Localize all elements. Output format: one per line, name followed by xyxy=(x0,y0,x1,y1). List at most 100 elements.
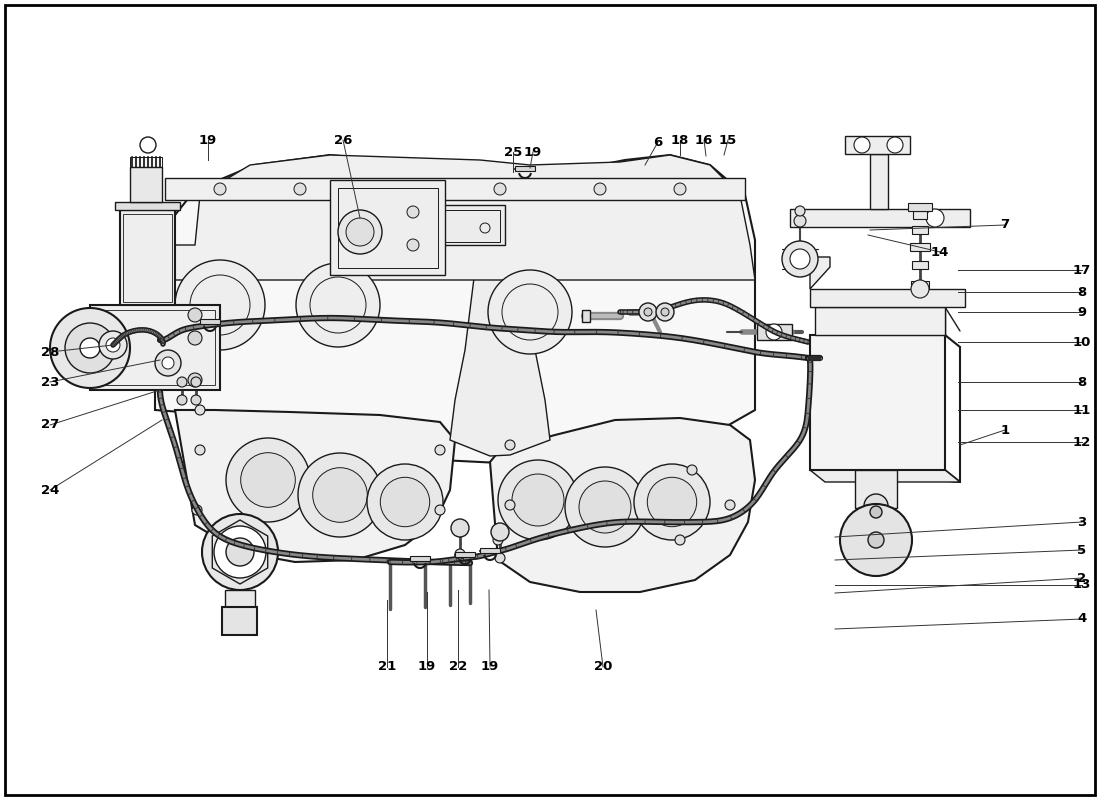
Circle shape xyxy=(346,218,374,246)
Text: 23: 23 xyxy=(41,375,59,389)
Bar xyxy=(120,210,175,305)
Circle shape xyxy=(162,357,174,369)
Bar xyxy=(810,289,965,307)
Bar xyxy=(338,188,438,268)
Circle shape xyxy=(50,308,130,388)
Text: 14: 14 xyxy=(931,246,949,258)
Circle shape xyxy=(794,215,806,227)
Text: 19: 19 xyxy=(199,134,217,146)
Bar xyxy=(911,281,930,289)
Bar xyxy=(815,307,945,335)
Text: 4: 4 xyxy=(1077,613,1087,626)
Bar xyxy=(165,178,745,200)
Circle shape xyxy=(887,137,903,153)
Circle shape xyxy=(870,506,882,518)
Bar xyxy=(757,324,792,340)
Text: 12: 12 xyxy=(1072,435,1091,449)
Bar xyxy=(913,211,927,219)
Circle shape xyxy=(312,468,367,522)
Circle shape xyxy=(451,519,469,537)
Circle shape xyxy=(226,438,310,522)
Circle shape xyxy=(634,464,710,540)
Circle shape xyxy=(188,308,202,322)
Polygon shape xyxy=(155,155,755,463)
Circle shape xyxy=(296,263,380,347)
Circle shape xyxy=(661,308,669,316)
Circle shape xyxy=(214,526,266,578)
Circle shape xyxy=(488,270,572,354)
Circle shape xyxy=(367,464,443,540)
Circle shape xyxy=(192,505,202,515)
Circle shape xyxy=(926,209,944,227)
Bar xyxy=(123,214,172,302)
Bar xyxy=(912,226,928,234)
Circle shape xyxy=(512,474,564,526)
Circle shape xyxy=(381,478,430,526)
Bar xyxy=(515,166,535,171)
Circle shape xyxy=(864,494,888,518)
Circle shape xyxy=(647,478,696,526)
Text: 6: 6 xyxy=(653,135,662,149)
Text: 24: 24 xyxy=(41,483,59,497)
Bar xyxy=(415,205,505,245)
Circle shape xyxy=(495,553,505,563)
Polygon shape xyxy=(490,418,755,592)
Text: 13: 13 xyxy=(1072,578,1091,591)
Bar xyxy=(130,157,162,167)
Bar xyxy=(95,310,214,385)
Bar xyxy=(130,167,162,202)
Bar xyxy=(910,243,930,251)
Circle shape xyxy=(177,377,187,387)
Circle shape xyxy=(656,303,674,321)
Circle shape xyxy=(840,504,912,576)
Circle shape xyxy=(202,514,278,590)
Bar xyxy=(908,203,932,211)
Circle shape xyxy=(191,377,201,387)
Circle shape xyxy=(434,445,446,455)
Circle shape xyxy=(688,465,697,475)
Circle shape xyxy=(594,183,606,195)
Polygon shape xyxy=(450,245,550,456)
Circle shape xyxy=(725,500,735,510)
Polygon shape xyxy=(810,470,960,482)
Circle shape xyxy=(106,338,120,352)
Circle shape xyxy=(766,324,782,340)
Bar xyxy=(845,136,910,154)
Bar xyxy=(226,590,255,610)
Text: 5: 5 xyxy=(1077,543,1087,557)
Circle shape xyxy=(790,249,810,269)
Circle shape xyxy=(407,206,419,218)
Circle shape xyxy=(195,405,205,415)
Text: 3: 3 xyxy=(1077,515,1087,529)
Circle shape xyxy=(639,303,657,321)
Polygon shape xyxy=(155,155,755,280)
Text: 19: 19 xyxy=(418,661,436,674)
Text: 17: 17 xyxy=(1072,263,1091,277)
Text: 28: 28 xyxy=(41,346,59,358)
Circle shape xyxy=(494,183,506,195)
Circle shape xyxy=(226,538,254,566)
Circle shape xyxy=(214,183,225,195)
Bar xyxy=(200,319,220,324)
Bar xyxy=(795,209,800,227)
Circle shape xyxy=(177,395,187,405)
Circle shape xyxy=(191,395,201,405)
Circle shape xyxy=(579,481,631,533)
Circle shape xyxy=(434,505,446,515)
Circle shape xyxy=(407,239,419,251)
Text: 11: 11 xyxy=(1072,403,1091,417)
Circle shape xyxy=(188,331,202,345)
Bar xyxy=(582,310,590,322)
Circle shape xyxy=(505,440,515,450)
Bar xyxy=(455,552,475,557)
Circle shape xyxy=(675,535,685,545)
Text: 22: 22 xyxy=(449,661,468,674)
Circle shape xyxy=(782,241,818,277)
Circle shape xyxy=(155,350,182,376)
Text: 8: 8 xyxy=(1077,375,1087,389)
Bar xyxy=(810,335,945,470)
Circle shape xyxy=(491,523,509,541)
Circle shape xyxy=(644,308,652,316)
Circle shape xyxy=(854,137,870,153)
Circle shape xyxy=(394,183,406,195)
